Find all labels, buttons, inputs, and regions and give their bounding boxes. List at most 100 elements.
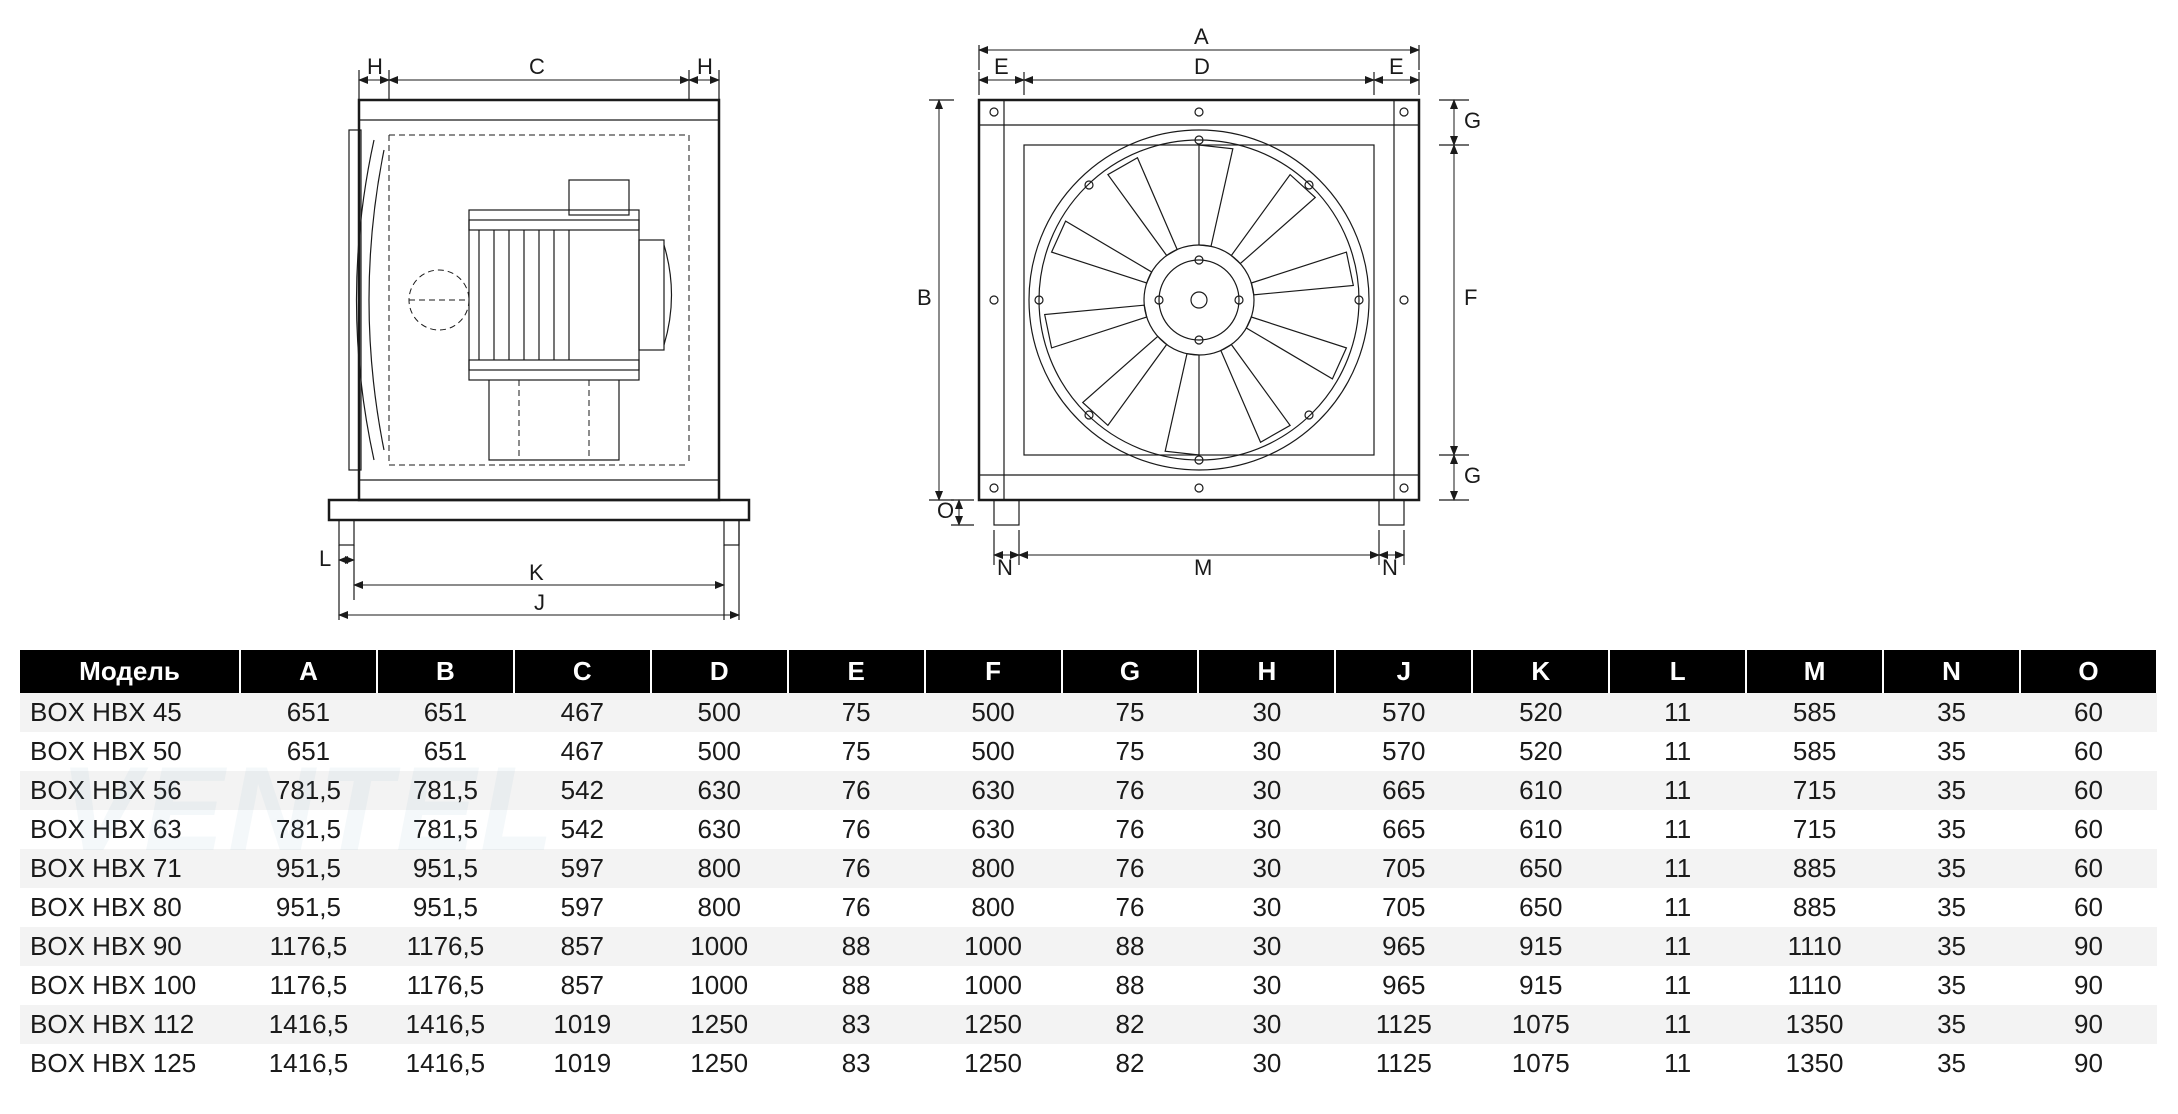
value-cell: 60 [2020,849,2157,888]
technical-diagram: H C H [239,20,1939,640]
front-view: A E D E [917,24,1481,580]
value-cell: 800 [651,849,788,888]
diagram-area: H C H [0,0,2178,640]
value-cell: 1000 [925,966,1062,1005]
value-cell: 781,5 [240,810,377,849]
value-cell: 11 [1609,810,1746,849]
value-cell: 35 [1883,693,2020,732]
value-cell: 35 [1883,771,2020,810]
value-cell: 951,5 [240,888,377,927]
value-cell: 951,5 [240,849,377,888]
dim-label-H-left: H [367,54,383,79]
value-cell: 542 [514,771,651,810]
value-cell: 597 [514,849,651,888]
value-cell: 30 [1198,693,1335,732]
value-cell: 75 [788,732,925,771]
value-cell: 630 [651,810,788,849]
value-cell: 35 [1883,732,2020,771]
value-cell: 83 [788,1005,925,1044]
value-cell: 705 [1335,888,1472,927]
value-cell: 30 [1198,1005,1335,1044]
model-cell: BOX HBX 90 [20,927,240,966]
dim-label-F: F [1464,285,1477,310]
dim-label-N-left: N [997,555,1013,580]
value-cell: 11 [1609,927,1746,966]
value-cell: 1176,5 [240,927,377,966]
model-cell: BOX HBX 56 [20,771,240,810]
col-header: H [1198,650,1335,693]
value-cell: 35 [1883,927,2020,966]
value-cell: 90 [2020,927,2157,966]
value-cell: 30 [1198,771,1335,810]
value-cell: 651 [240,732,377,771]
value-cell: 1125 [1335,1005,1472,1044]
value-cell: 90 [2020,1005,2157,1044]
value-cell: 35 [1883,1044,2020,1083]
value-cell: 857 [514,966,651,1005]
value-cell: 30 [1198,1044,1335,1083]
value-cell: 665 [1335,810,1472,849]
dim-label-G-bot: G [1464,463,1481,488]
value-cell: 1019 [514,1005,651,1044]
value-cell: 1075 [1472,1005,1609,1044]
dim-label-D: D [1194,54,1210,79]
value-cell: 500 [925,732,1062,771]
value-cell: 88 [1062,966,1199,1005]
value-cell: 542 [514,810,651,849]
value-cell: 570 [1335,693,1472,732]
model-cell: BOX HBX 71 [20,849,240,888]
value-cell: 800 [925,888,1062,927]
col-header: M [1746,650,1883,693]
value-cell: 781,5 [377,771,514,810]
col-header: J [1335,650,1472,693]
dimensions-table: МодельABCDEFGHJKLMNO BOX HBX 45651651467… [20,650,2158,1083]
value-cell: 915 [1472,927,1609,966]
value-cell: 1416,5 [377,1044,514,1083]
value-cell: 500 [651,693,788,732]
value-cell: 915 [1472,966,1609,1005]
value-cell: 1416,5 [240,1044,377,1083]
dim-label-L: L [319,546,331,571]
value-cell: 30 [1198,888,1335,927]
value-cell: 11 [1609,693,1746,732]
value-cell: 885 [1746,849,1883,888]
value-cell: 800 [651,888,788,927]
value-cell: 1250 [925,1005,1062,1044]
value-cell: 60 [2020,810,2157,849]
table-row: BOX HBX 50651651467500755007530570520115… [20,732,2157,771]
value-cell: 1176,5 [377,966,514,1005]
value-cell: 88 [788,966,925,1005]
model-cell: BOX HBX 45 [20,693,240,732]
value-cell: 1416,5 [377,1005,514,1044]
value-cell: 951,5 [377,888,514,927]
dim-label-C: C [529,54,545,79]
value-cell: 60 [2020,732,2157,771]
value-cell: 11 [1609,1044,1746,1083]
value-cell: 1176,5 [377,927,514,966]
value-cell: 76 [788,849,925,888]
value-cell: 500 [651,732,788,771]
table-row: BOX HBX 1251416,51416,510191250831250823… [20,1044,2157,1083]
value-cell: 1110 [1746,966,1883,1005]
col-header: Модель [20,650,240,693]
dim-label-M: M [1194,555,1212,580]
value-cell: 570 [1335,732,1472,771]
value-cell: 35 [1883,849,2020,888]
value-cell: 75 [1062,693,1199,732]
col-header: C [514,650,651,693]
value-cell: 11 [1609,771,1746,810]
value-cell: 76 [1062,888,1199,927]
value-cell: 11 [1609,849,1746,888]
value-cell: 83 [788,1044,925,1083]
value-cell: 630 [925,771,1062,810]
value-cell: 1000 [925,927,1062,966]
value-cell: 35 [1883,1005,2020,1044]
dim-label-E-left: E [994,54,1009,79]
table-row: BOX HBX 63781,5781,554263076630763066561… [20,810,2157,849]
value-cell: 715 [1746,810,1883,849]
col-header: G [1062,650,1199,693]
value-cell: 650 [1472,849,1609,888]
value-cell: 467 [514,732,651,771]
table-row: BOX HBX 1001176,51176,585710008810008830… [20,966,2157,1005]
dim-label-B: B [917,285,932,310]
